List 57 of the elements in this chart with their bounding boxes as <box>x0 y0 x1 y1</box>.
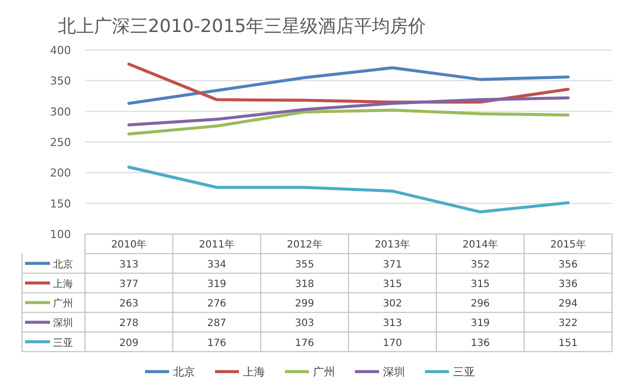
text: 深圳 <box>383 366 405 379</box>
x-tick-label: 2010年 <box>111 238 147 250</box>
data-label: 315 <box>470 279 490 290</box>
chart-title: 北上广深三2010-2015年三星级酒店平均房价 <box>58 16 426 37</box>
data-label: 287 <box>207 318 226 330</box>
legend-label: 北京 <box>53 258 73 270</box>
data-label: 318 <box>295 279 314 290</box>
x-tick-label: 2014年 <box>462 238 498 250</box>
x-tick-label: 2015年 <box>550 238 586 250</box>
data-label: 303 <box>295 318 314 330</box>
data-label: 170 <box>382 338 402 349</box>
data-label: 296 <box>470 298 490 310</box>
legend-label: 上海 <box>53 278 73 290</box>
data-label: 209 <box>119 338 138 349</box>
x-tick-label: 2012年 <box>286 238 322 250</box>
data-label: 276 <box>207 298 226 310</box>
text: 北京 <box>173 366 195 379</box>
data-label: 352 <box>470 259 490 270</box>
data-label: 315 <box>382 279 402 290</box>
data-label: 136 <box>470 338 490 349</box>
data-label: 302 <box>382 298 402 310</box>
data-label: 319 <box>207 279 226 290</box>
y-tick-label: 100 <box>50 228 71 241</box>
legend-label: 三亚 <box>53 338 73 349</box>
line-series <box>127 166 570 214</box>
data-label: 371 <box>382 259 402 270</box>
y-tick-label: 400 <box>50 44 71 57</box>
data-label: 263 <box>119 298 138 310</box>
text: 广州 <box>313 366 335 379</box>
y-tick-label: 350 <box>50 74 71 88</box>
y-tick-label: 150 <box>50 197 71 210</box>
legend-label: 广州 <box>53 298 73 310</box>
data-label: 313 <box>382 318 402 330</box>
data-label: 355 <box>295 259 314 270</box>
data-label: 356 <box>558 259 578 270</box>
data-label: 322 <box>558 318 578 330</box>
data-label: 319 <box>470 318 490 330</box>
text: 三亚 <box>453 366 475 379</box>
data-label: 336 <box>558 279 578 290</box>
data-label: 176 <box>295 338 314 349</box>
data-label: 377 <box>119 279 138 290</box>
data-label: 334 <box>207 259 226 270</box>
y-tick-label: 300 <box>50 105 71 118</box>
text: 上海 <box>243 366 265 379</box>
x-tick-label: 2013年 <box>374 238 410 250</box>
data-label: 313 <box>119 259 138 270</box>
line-series <box>127 108 570 136</box>
x-tick-label: 2011年 <box>199 238 234 250</box>
data-label: 176 <box>207 338 226 349</box>
line-series <box>127 96 570 126</box>
data-label: 278 <box>119 318 138 330</box>
data-label: 299 <box>295 298 314 310</box>
data-label: 294 <box>558 298 578 310</box>
y-tick-label: 250 <box>50 136 71 149</box>
data-label: 151 <box>558 338 578 349</box>
y-tick-label: 200 <box>50 166 71 180</box>
legend-label: 深圳 <box>53 317 73 330</box>
